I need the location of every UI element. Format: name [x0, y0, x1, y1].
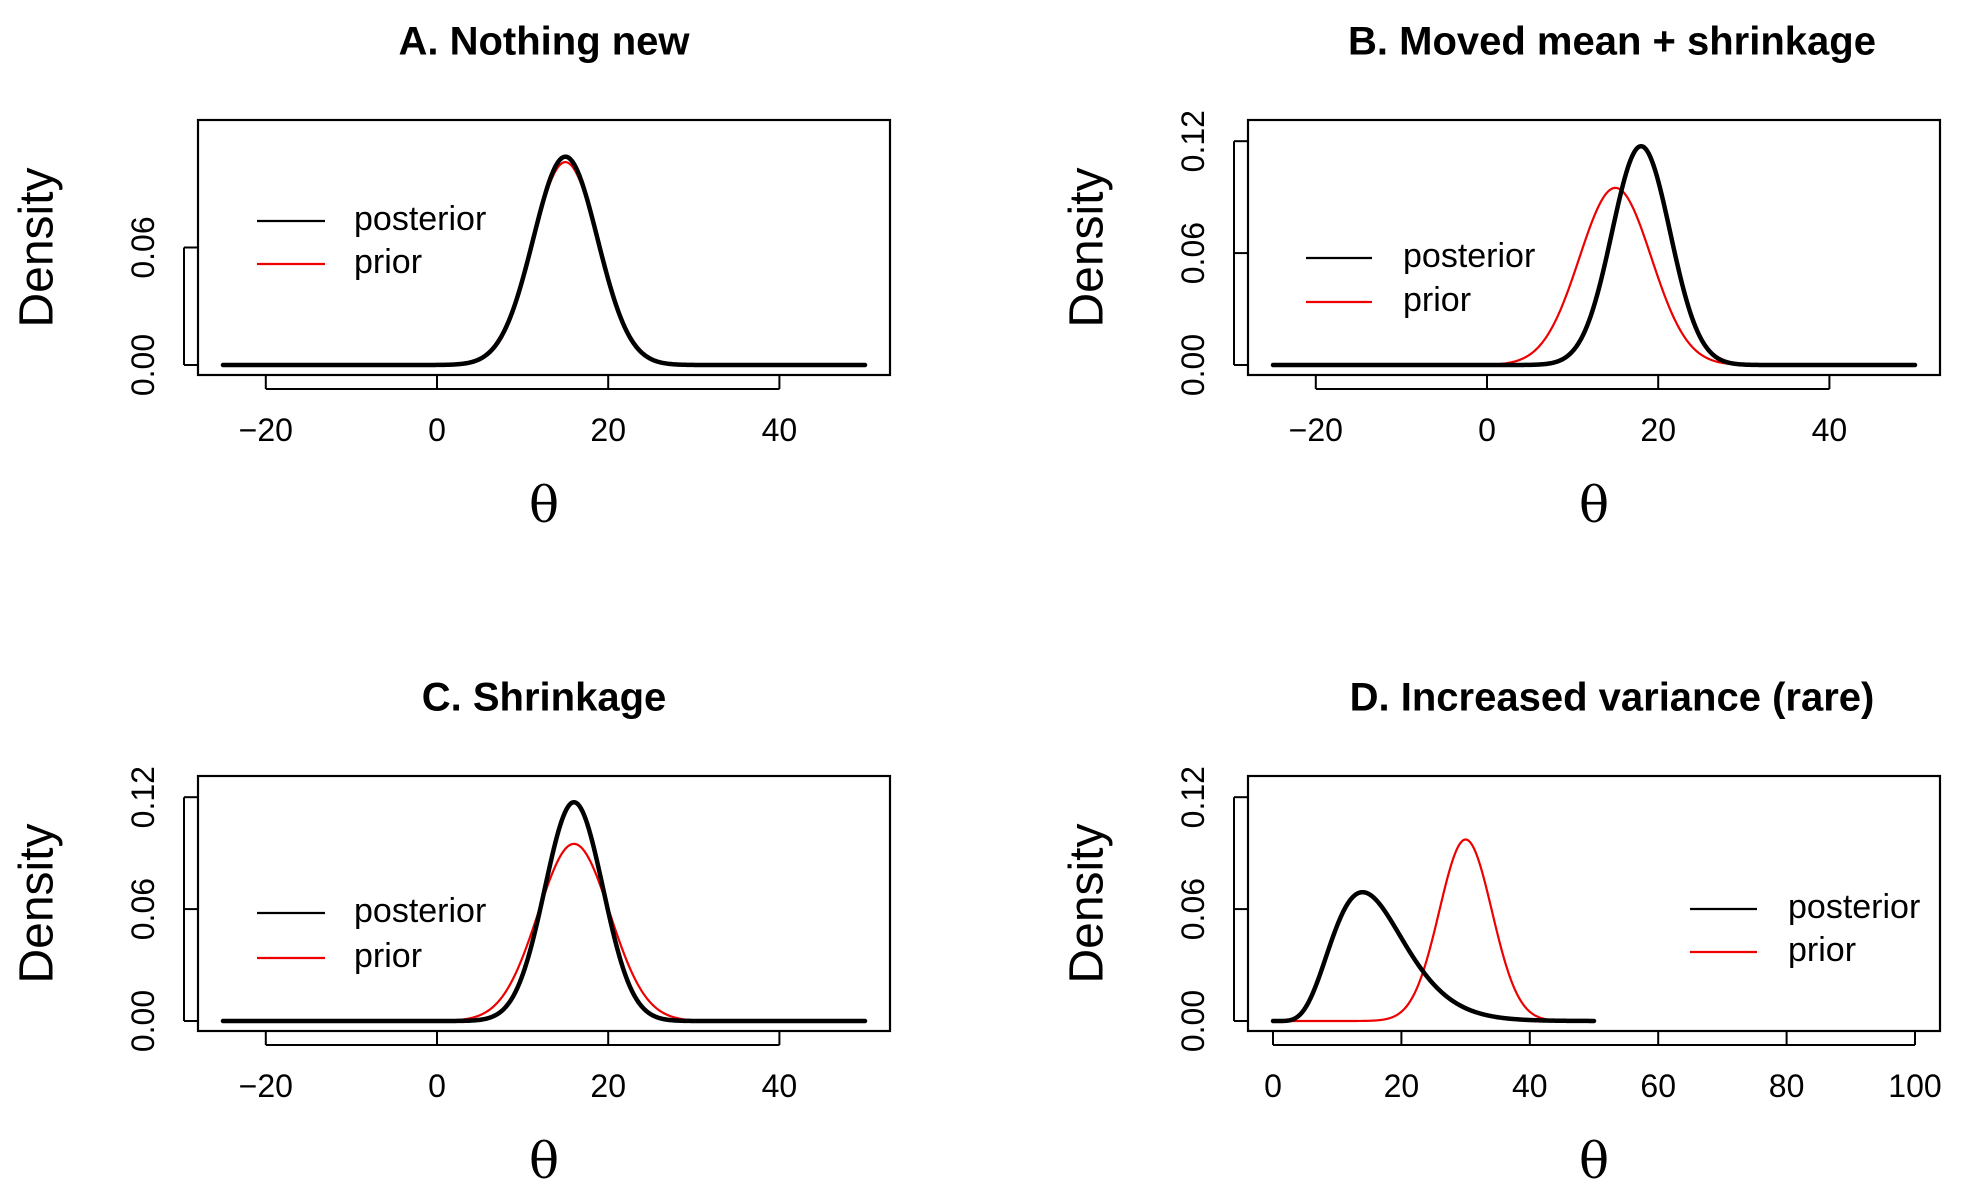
x-tick-label: −20	[239, 412, 293, 448]
y-tick-label: 0.12	[1175, 766, 1211, 828]
legend-label-posterior: posterior	[354, 200, 486, 238]
x-tick-label: 0	[428, 412, 446, 448]
legend-label-posterior: posterior	[354, 892, 486, 930]
y-tick-label: 0.12	[1175, 110, 1211, 172]
x-axis-label: θ	[1579, 476, 1609, 534]
x-tick-label: 100	[1888, 1068, 1941, 1104]
x-tick-label: 40	[1512, 1068, 1548, 1104]
x-axis-label: θ	[529, 1132, 559, 1190]
chart-panel-b: B. Moved mean + shrinkage −20 0 20 40 0.00 0.0…	[1061, 20, 1942, 534]
series-line-posterior	[220, 799, 868, 1024]
chart-panel-d: D. Increased variance (rare) 0 20 40 60 80 100…	[1061, 676, 1942, 1190]
x-tick-label: 40	[762, 1068, 798, 1104]
x-tick-label: 0	[1264, 1068, 1282, 1104]
x-tick-label: 20	[1384, 1068, 1420, 1104]
plot-frame	[1246, 774, 1942, 1033]
legend-label-posterior: posterior	[1403, 237, 1535, 275]
x-tick-label: 0	[428, 1068, 446, 1104]
x-tick-label: 80	[1769, 1068, 1805, 1104]
x-axis-label: θ	[529, 476, 559, 534]
y-tick-label: 0.12	[125, 766, 161, 828]
y-axis-label: Density	[1061, 167, 1114, 327]
x-tick-label: −20	[239, 1068, 293, 1104]
series-line-posterior	[1270, 889, 1597, 1024]
plot-frame	[1246, 118, 1942, 377]
x-tick-label: 40	[762, 412, 798, 448]
x-tick-label: 40	[1812, 412, 1848, 448]
chart-panel-a: A. Nothing new −20 0 20 40 0.00 0.06 Density θ po…	[11, 20, 892, 534]
y-tick-label: 0.00	[1175, 990, 1211, 1052]
legend-label-prior: prior	[354, 243, 422, 281]
series-line-prior	[1271, 838, 1596, 1023]
legend-label-posterior: posterior	[1788, 888, 1920, 926]
legend-label-prior: prior	[1403, 281, 1471, 319]
x-tick-label: 60	[1640, 1068, 1676, 1104]
x-axis-label: θ	[1579, 1132, 1609, 1190]
chart-title: C. Shrinkage	[422, 676, 667, 720]
chart-panel-c: C. Shrinkage −20 0 20 40 0.00 0.06 0.12 Density θ…	[11, 676, 892, 1190]
plot-frame	[196, 774, 892, 1033]
y-tick-label: 0.00	[125, 334, 161, 396]
chart-title: A. Nothing new	[398, 20, 690, 64]
x-tick-label: 20	[1640, 412, 1676, 448]
y-tick-label: 0.06	[1175, 878, 1211, 940]
y-tick-label: 0.06	[1175, 222, 1211, 284]
series-line-posterior	[220, 154, 868, 368]
y-tick-label: 0.00	[125, 990, 161, 1052]
y-axis-label: Density	[1061, 823, 1114, 983]
y-tick-label: 0.06	[125, 878, 161, 940]
chart-title: B. Moved mean + shrinkage	[1348, 20, 1876, 64]
y-tick-label: 0.06	[125, 216, 161, 278]
series-line-posterior	[1270, 143, 1918, 368]
legend-label-prior: prior	[1788, 931, 1856, 969]
x-tick-label: 0	[1478, 412, 1496, 448]
y-tick-label: 0.00	[1175, 334, 1211, 396]
legend-label-prior: prior	[354, 937, 422, 975]
x-tick-label: −20	[1289, 412, 1343, 448]
x-tick-label: 20	[590, 1068, 626, 1104]
chart-title: D. Increased variance (rare)	[1350, 676, 1875, 720]
y-axis-label: Density	[11, 823, 64, 983]
x-tick-label: 20	[590, 412, 626, 448]
y-axis-label: Density	[11, 167, 64, 327]
